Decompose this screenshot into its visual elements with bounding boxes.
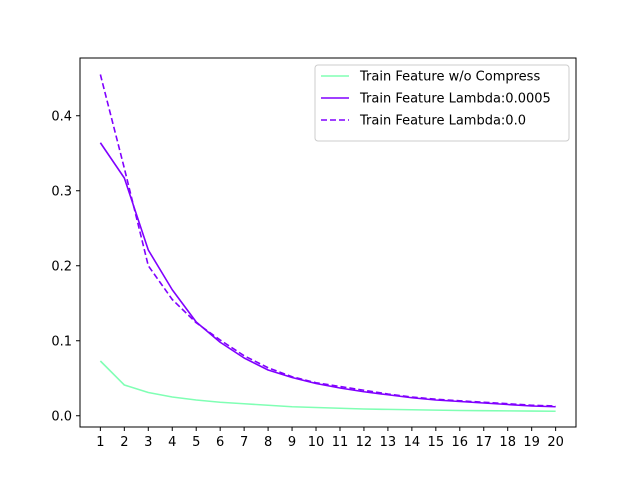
x-tick-label: 7 (240, 435, 248, 450)
x-tick-label: 9 (288, 435, 296, 450)
x-tick-label: 10 (308, 435, 325, 450)
plot-area (79, 57, 577, 428)
x-tick-label: 6 (216, 435, 224, 450)
x-tick-label: 19 (523, 435, 540, 450)
x-tick-label: 5 (192, 435, 200, 450)
y-tick-label: 0.1 (51, 334, 72, 349)
y-tick-label: 0.0 (51, 409, 72, 424)
series-line-2 (99, 142, 556, 408)
x-tick-label: 12 (356, 435, 373, 450)
x-axis-ticks: 1 2 3 4 5 6 7 8 9 10 11 12 13 14 15 16 17 18 19 20 (96, 427, 564, 450)
x-tick-label: 14 (404, 435, 421, 450)
legend-box (314, 64, 570, 142)
legend: Train Feature w/o Compress Train Feature … (314, 64, 570, 142)
legend-entry-label: Train Feature Lambda:0.0005 (359, 92, 551, 107)
legend-entry-label: Train Feature w/o Compress (359, 70, 540, 85)
x-tick-label: 4 (168, 435, 176, 450)
x-tick-label: 16 (452, 435, 469, 450)
x-tick-label: 1 (96, 435, 104, 450)
x-tick-label: 13 (380, 435, 397, 450)
x-tick-label: 17 (475, 435, 492, 450)
x-tick-label: 18 (499, 435, 516, 450)
x-tick-label: 8 (264, 435, 272, 450)
axes-frame (79, 57, 577, 428)
series-layer (99, 74, 556, 413)
x-tick-label: 15 (428, 435, 445, 450)
x-tick-label: 2 (120, 435, 128, 450)
x-tick-label: 11 (332, 435, 349, 450)
series-line-1 (99, 360, 556, 413)
x-tick-label: 3 (144, 435, 152, 450)
x-tick-label: 20 (547, 435, 564, 450)
y-axis-ticks: 0.0 0.1 0.2 0.3 0.4 (51, 109, 80, 424)
y-tick-label: 0.4 (51, 109, 72, 124)
y-tick-label: 0.3 (51, 184, 72, 199)
legend-entry-label: Train Feature Lambda:0.0 (359, 114, 526, 129)
series-line-3 (99, 74, 556, 407)
y-tick-label: 0.2 (51, 259, 72, 274)
